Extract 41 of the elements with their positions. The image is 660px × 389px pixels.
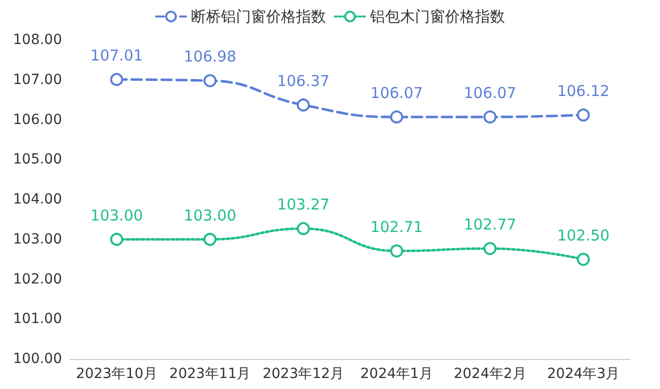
y-tick-label: 104.00: [13, 192, 62, 208]
y-tick-label: 103.00: [13, 231, 62, 248]
y-tick-label: 105.00: [13, 152, 62, 168]
y-tick-label: 107.00: [13, 72, 62, 88]
data-label: 106.07: [370, 84, 423, 102]
y-tick-label: 100.00: [13, 351, 62, 367]
y-tick-label: 108.00: [13, 32, 62, 48]
data-label: 102.71: [370, 218, 423, 236]
point: [576, 252, 590, 266]
data-label: 102.50: [557, 226, 610, 244]
data-label: 103.27: [277, 196, 330, 214]
data-label: 103.00: [90, 206, 143, 224]
x-tick-label: 2024年2月: [454, 366, 526, 382]
point: [296, 222, 310, 236]
x-tick-label: 2023年10月: [76, 366, 158, 382]
point: [110, 72, 124, 86]
x-tick-label: 2023年11月: [169, 366, 251, 382]
data-label: 106.07: [464, 84, 516, 102]
point: [484, 110, 496, 124]
point: [390, 244, 404, 258]
y-tick-label: 106.00: [13, 112, 62, 128]
point: [390, 110, 404, 124]
legend-label: 铝包木门窗价格指数: [369, 8, 505, 26]
data-label: 106.37: [277, 72, 330, 90]
point: [204, 232, 216, 246]
legend-label: 断桥铝门窗价格指数: [191, 8, 326, 26]
data-label: 102.77: [464, 216, 516, 234]
point: [576, 108, 590, 122]
point: [484, 242, 496, 256]
data-label: 107.01: [90, 46, 143, 64]
y-tick-label: 101.00: [13, 311, 62, 328]
x-tick-label: 2024年1月: [360, 366, 433, 382]
data-label: 103.00: [184, 206, 236, 224]
point: [110, 232, 124, 246]
x-tick-label: 2023年12月: [262, 366, 344, 382]
data-label: 106.98: [184, 48, 236, 66]
data-label: 106.12: [557, 82, 610, 100]
y-tick-label: 102.00: [13, 271, 62, 288]
point: [204, 74, 216, 88]
point: [296, 98, 310, 112]
x-tick-label: 2024年3月: [547, 366, 620, 382]
